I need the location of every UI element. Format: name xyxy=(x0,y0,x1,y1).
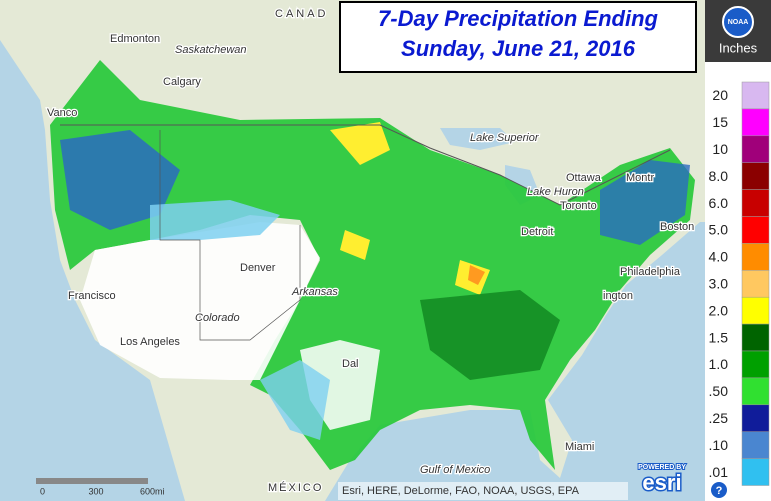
map-label: Francisco xyxy=(68,290,116,302)
title-line2: Sunday, June 21, 2016 xyxy=(401,36,636,61)
noaa-text: NOAA xyxy=(728,19,749,26)
legend-label: 6.0 xyxy=(709,195,729,211)
state-lines xyxy=(159,130,301,341)
great-lakes xyxy=(440,128,515,150)
scale-300: 300 xyxy=(88,486,103,496)
legend-header: Inches xyxy=(719,40,758,55)
legend-label: 4.0 xyxy=(709,249,729,265)
legend-swatch xyxy=(741,458,770,486)
precip-orange xyxy=(468,265,485,285)
precip-blue-ne xyxy=(600,160,690,245)
legend-swatch xyxy=(741,270,770,298)
map-label: CANAD xyxy=(275,8,329,20)
legend-label: .50 xyxy=(709,383,729,399)
scale-bar xyxy=(36,478,148,484)
precip-cyan xyxy=(150,200,280,240)
map-label: Edmonton xyxy=(110,33,160,45)
attribution: Esri, HERE, DeLorme, FAO, NOAA, USGS, EP… xyxy=(342,485,580,497)
scale-600: 600mi xyxy=(140,486,165,496)
map-label: Lake Huron xyxy=(527,186,584,198)
legend-swatch xyxy=(741,243,770,271)
legend-label: .10 xyxy=(709,437,729,453)
map-label: Denver xyxy=(240,262,276,274)
map-label: ington xyxy=(603,290,633,302)
map-label: MÉXICO xyxy=(268,481,323,494)
map-label: Montr xyxy=(626,172,654,184)
esri-logo: esri xyxy=(642,470,681,495)
legend-label: 15 xyxy=(712,114,728,130)
legend-swatch xyxy=(741,350,770,379)
legend-label: .25 xyxy=(709,410,729,426)
legend-swatch xyxy=(741,404,770,432)
atlantic-gulf xyxy=(325,222,705,501)
precip-cyan-tx xyxy=(260,360,330,440)
legend-swatch xyxy=(741,81,770,110)
map-label: Saskatchewan xyxy=(175,44,247,56)
map-label: Gulf of Mexico xyxy=(420,464,490,476)
noaa-logo xyxy=(722,6,754,38)
map-label: Dal xyxy=(342,358,359,370)
legend-swatch xyxy=(741,323,770,352)
legend-swatch xyxy=(741,296,770,325)
legend-label: 20 xyxy=(712,87,728,103)
legend-label: 10 xyxy=(712,141,728,157)
precip-dkgreen xyxy=(420,290,560,380)
map-label: Philadelphia xyxy=(620,266,681,278)
legend-label: 2.0 xyxy=(709,302,729,318)
map-label: Colorado xyxy=(195,312,240,324)
attribution-bg xyxy=(338,482,628,500)
precip-yellow xyxy=(330,122,390,165)
map-label: Arkansas xyxy=(291,286,338,298)
legend-swatch xyxy=(741,108,770,137)
legend-swatch xyxy=(741,135,770,163)
map-label: Ottawa xyxy=(566,172,602,184)
help-button[interactable] xyxy=(711,482,727,498)
legend-swatch xyxy=(741,189,770,217)
esri-caption: POWERED BY xyxy=(638,464,686,471)
legend-label: 8.0 xyxy=(709,168,729,184)
title-box xyxy=(339,1,697,73)
map-label: Boston xyxy=(660,221,694,233)
precip-yellow2 xyxy=(340,230,370,260)
legend-swatch xyxy=(741,162,770,190)
legend-swatch xyxy=(741,216,770,244)
map-label: Calgary xyxy=(163,76,201,88)
pacific xyxy=(0,40,185,501)
map-label: Toronto xyxy=(560,200,597,212)
map-label: Lake Superior xyxy=(470,132,540,144)
scale-0: 0 xyxy=(40,486,45,496)
map-label: Vanco xyxy=(47,107,77,119)
border xyxy=(60,124,671,206)
help-text[interactable]: ? xyxy=(716,485,723,497)
map-label: Miami xyxy=(565,441,594,453)
legend-label: .01 xyxy=(709,464,729,480)
legend-swatch xyxy=(741,377,770,406)
title-line1: 7-Day Precipitation Ending xyxy=(378,6,658,31)
legend-label: 1.5 xyxy=(709,329,729,345)
map-label: Detroit xyxy=(521,226,553,238)
legend-swatch xyxy=(741,431,770,459)
map-label: Los Angeles xyxy=(120,336,180,348)
legend-label: 1.0 xyxy=(709,356,729,372)
legend-label: 3.0 xyxy=(709,275,729,291)
legend-label: 5.0 xyxy=(709,222,729,238)
